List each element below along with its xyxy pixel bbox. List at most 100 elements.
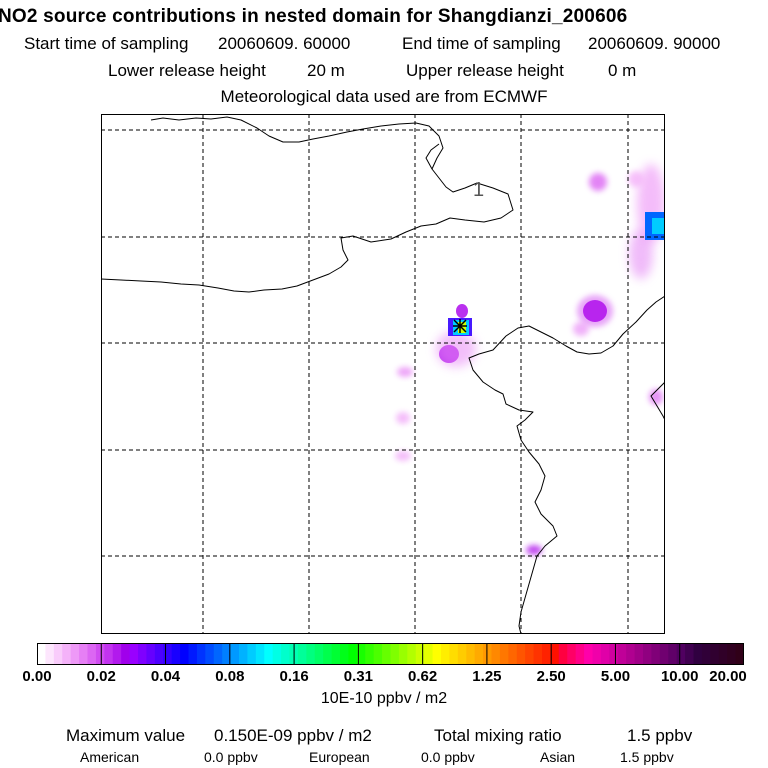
contour-label: 1	[473, 179, 484, 201]
colorbar-cell	[592, 643, 602, 665]
colorbar-cell	[441, 643, 451, 665]
colorbar-cell	[415, 643, 425, 665]
colorbar-cell	[154, 643, 164, 665]
colorbar-cell	[424, 643, 434, 665]
upper-release-label: Upper release height	[406, 61, 564, 80]
patch-station-halo	[436, 331, 476, 367]
lower-release-label: Lower release height	[108, 61, 266, 80]
coastline-east	[468, 295, 665, 634]
colorbar-cell	[138, 643, 148, 665]
colorbar-cell	[129, 643, 139, 665]
total-mixing-label: Total mixing ratio	[434, 726, 562, 745]
map-frame	[101, 114, 665, 634]
colorbar-cell	[685, 643, 695, 665]
colorbar-tick-label: 10.00	[660, 668, 699, 685]
colorbar-cell	[533, 643, 543, 665]
colorbar-cell	[474, 643, 484, 665]
colorbar-cell	[457, 643, 467, 665]
colorbar-cell	[340, 643, 350, 665]
colorbar-cell	[710, 643, 720, 665]
colorbar-cell	[87, 643, 97, 665]
coastline-north-inlet	[425, 143, 440, 170]
colorbar-cell	[188, 643, 198, 665]
colorbar-cell	[239, 643, 249, 665]
colorbar-cell	[651, 643, 661, 665]
colorbar-cell	[483, 643, 493, 665]
colorbar-tick-label: 20.00	[709, 668, 747, 685]
colorbar-cell	[205, 643, 215, 665]
end-time-value: 20060609. 90000	[588, 34, 721, 53]
colorbar-cell	[626, 643, 636, 665]
colorbar-cell	[735, 643, 744, 665]
colorbar-cell	[95, 643, 105, 665]
colorbar-cell	[659, 643, 669, 665]
colorbar-cell	[525, 643, 535, 665]
hotspot-ne-inner	[652, 218, 665, 234]
patch-ne-pink	[628, 171, 644, 187]
start-time-label: Start time of sampling	[24, 34, 189, 53]
colorbar-cell	[542, 643, 552, 665]
colorbar-cell	[348, 643, 358, 665]
patch-east-edge	[649, 389, 663, 405]
asian-value: 1.5 ppbv	[620, 749, 674, 765]
colorbar-cell	[668, 643, 678, 665]
start-time-value: 20060609. 60000	[218, 34, 351, 53]
map-panel: 1	[101, 114, 665, 634]
colorbar-cell	[247, 643, 257, 665]
max-value-label: Maximum value	[66, 726, 186, 745]
total-mixing-value: 1.5 ppbv	[627, 726, 693, 745]
colorbar-cell	[180, 643, 190, 665]
colorbar-cell	[390, 643, 400, 665]
colorbar-cell	[356, 643, 366, 665]
colorbar-cell	[567, 643, 577, 665]
colorbar-tick-label: 0.08	[215, 668, 245, 685]
colorbar-cell	[398, 643, 408, 665]
colorbar-cell	[516, 643, 526, 665]
colorbar-cell	[701, 643, 711, 665]
coastlines	[101, 116, 665, 634]
colorbar-tick-label: 0.00	[22, 668, 52, 685]
colorbar-cell	[407, 643, 417, 665]
colorbar-tick-label: 0.16	[279, 668, 309, 685]
concentration-field	[395, 164, 665, 555]
colorbar-ticks	[37, 643, 744, 665]
end-time-label: End time of sampling	[402, 34, 561, 53]
colorbar-cell	[196, 643, 206, 665]
patch-west-1	[397, 367, 413, 377]
colorbar-cell	[550, 643, 560, 665]
colorbar-cell	[575, 643, 585, 665]
european-value: 0.0 ppbv	[421, 749, 475, 765]
colorbar-cell	[171, 643, 181, 665]
colorbar-cell	[617, 643, 627, 665]
asian-label: Asian	[540, 749, 576, 765]
colorbar-cell	[600, 643, 610, 665]
plot-title: NO2 source contributions in nested domai…	[0, 6, 628, 27]
colorbar-cell	[121, 643, 131, 665]
colorbar-units: 10E-10 ppbv / m2	[320, 690, 448, 707]
colorbar-cell	[70, 643, 80, 665]
colorbar-cell	[272, 643, 282, 665]
colorbar-cell	[466, 643, 476, 665]
colorbar-cell	[584, 643, 594, 665]
colorbar-cell	[331, 643, 341, 665]
meteo-source-text: Meteorological data used are from ECMWF	[220, 87, 548, 106]
american-label: American	[80, 749, 140, 765]
colorbar-cell	[634, 643, 644, 665]
colorbar-cell	[264, 643, 274, 665]
colorbar-cell	[499, 643, 509, 665]
colorbar-cell	[297, 643, 307, 665]
patch-south	[526, 545, 542, 555]
colorbar-cell	[382, 643, 392, 665]
coastline-north	[101, 116, 514, 293]
colorbar-tick-label: 2.50	[536, 668, 566, 685]
colorbar-cell	[306, 643, 316, 665]
colorbar-cell	[491, 643, 501, 665]
lat-lon-grid	[101, 114, 665, 634]
colorbar-cell	[37, 643, 47, 665]
patch-north-small	[589, 173, 607, 191]
upper-release-value: 0 m	[608, 61, 637, 80]
colorbar-cell	[213, 643, 223, 665]
colorbar-cell	[432, 643, 442, 665]
colorbar-tick-label: 0.02	[86, 668, 116, 685]
colorbar-cell	[230, 643, 240, 665]
